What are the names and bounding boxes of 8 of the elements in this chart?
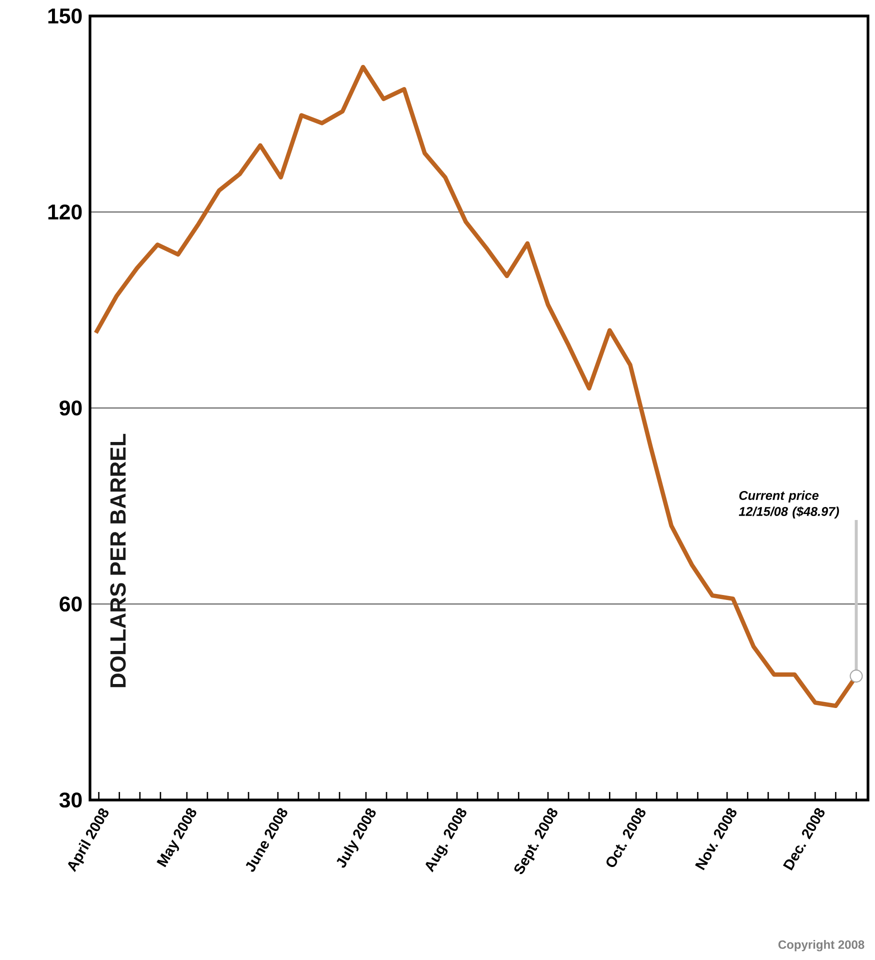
y-tick-label: 90 bbox=[60, 400, 82, 416]
y-tick-label: 120 bbox=[48, 204, 82, 220]
text: Copyright 2008 bbox=[778, 940, 864, 952]
y-tick-label: 30 bbox=[59, 792, 82, 808]
annotation: Current price 12/15/08 ($48.97) bbox=[738, 490, 839, 518]
y-tick-label: 60 bbox=[60, 596, 82, 612]
y-axis-title: DOLLARS PER BARREL bbox=[110, 434, 126, 688]
y-tick-label: 150 bbox=[48, 8, 82, 24]
